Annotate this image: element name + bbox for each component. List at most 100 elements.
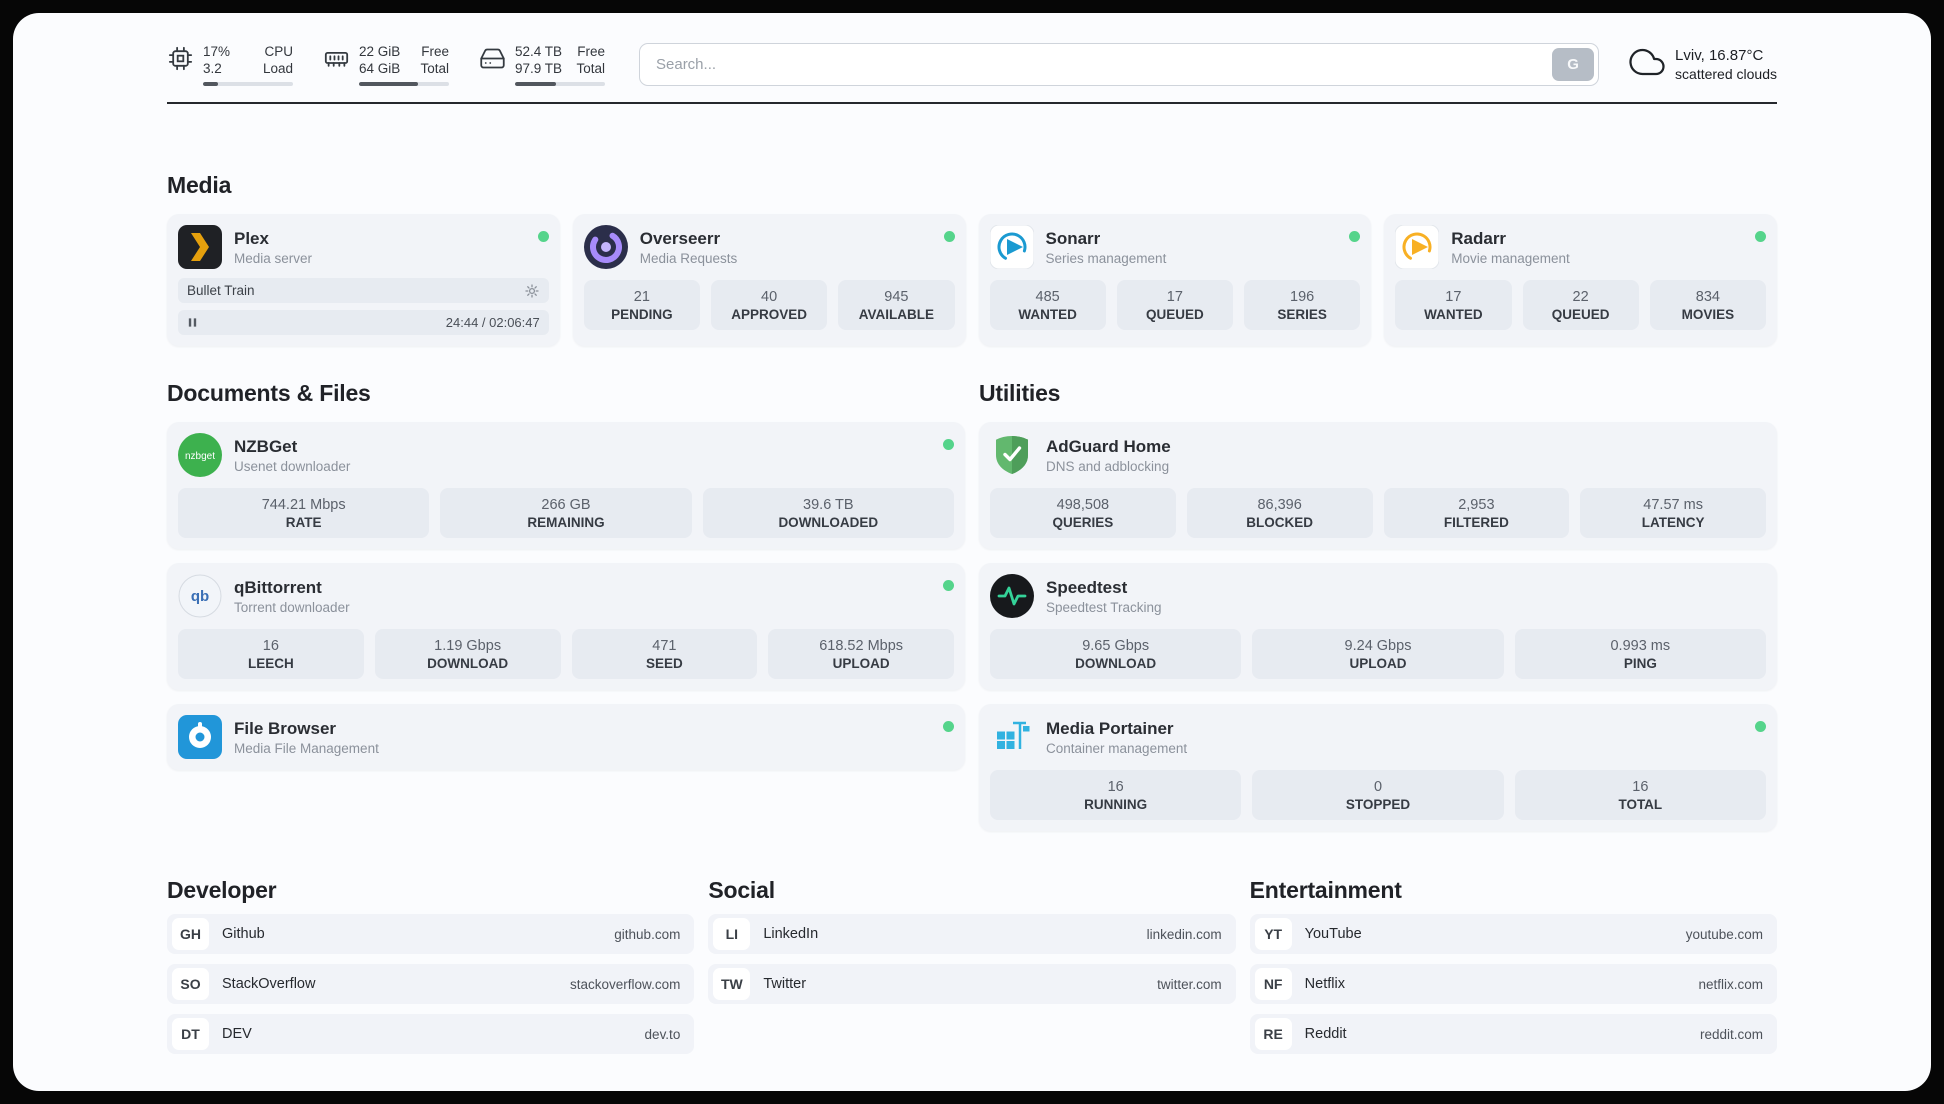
status-dot-online: [943, 231, 955, 242]
bookmark-badge: DT: [172, 1018, 209, 1050]
bookmark-url: stackoverflow.com: [570, 976, 681, 992]
portainer-card: Media Portainer Container management 16 R…: [979, 704, 1777, 831]
stat-label: PING: [1623, 655, 1657, 671]
stat-label: SERIES: [1277, 306, 1327, 322]
bookmark-url: twitter.com: [1157, 976, 1222, 992]
bookmark-netflix[interactable]: NF Netflix netflix.com: [1249, 964, 1777, 1004]
adguard-icon[interactable]: [990, 433, 1034, 477]
bookmark-badge: NF: [1254, 968, 1292, 1000]
disk-total-value: 97.9 TB: [515, 61, 563, 76]
app-title: Radarr: [1451, 228, 1507, 248]
bookmark-badge: TW: [713, 968, 751, 1000]
bookmark-url: reddit.com: [1699, 1026, 1763, 1042]
stat-label: QUEUED: [1551, 306, 1610, 322]
stat-box: 2,953 FILTERED: [1383, 488, 1570, 538]
svg-text:qb: qb: [191, 588, 209, 605]
disk-progress-track: [515, 82, 605, 86]
app-subtitle: Usenet downloader: [234, 458, 351, 474]
speedtest-card: Speedtest Speedtest Tracking 9.65 Gbps DO…: [979, 563, 1777, 690]
stat-value: 9.65 Gbps: [1082, 637, 1150, 654]
stat-box: 21 PENDING: [583, 280, 700, 330]
stat-box: 16 RUNNING: [990, 770, 1242, 820]
gear-icon[interactable]: [524, 283, 540, 299]
stat-label: DOWNLOAD: [1075, 655, 1157, 671]
app-title: Sonarr: [1045, 228, 1101, 248]
ram-widget: 22 GiB Free 64 GiB Total: [323, 43, 449, 86]
stat-box: 9.65 Gbps DOWNLOAD: [990, 629, 1242, 679]
stat-value: 47.57 ms: [1643, 496, 1703, 513]
app-title: Speedtest: [1046, 577, 1128, 597]
filebrowser-icon[interactable]: [178, 715, 222, 759]
nzbget-icon[interactable]: nzbget: [178, 433, 222, 477]
stat-box: 16 LEECH: [178, 629, 364, 679]
ram-total-label: Total: [420, 61, 449, 76]
stat-box: 0 STOPPED: [1252, 770, 1504, 820]
section-heading-media: Media: [167, 172, 232, 198]
disk-progress-fill: [515, 82, 557, 86]
cpu-widget: 17% CPU 3.2 Load: [167, 43, 293, 86]
search-input[interactable]: [639, 43, 1600, 86]
sonarr-card: Sonarr Series management 485 WANTED 17 QUE…: [978, 214, 1372, 346]
pause-icon[interactable]: [187, 317, 198, 328]
app-subtitle: Media Requests: [639, 250, 738, 266]
app-subtitle: Torrent downloader: [234, 599, 350, 615]
stat-box: 744.21 Mbps RATE: [178, 488, 430, 538]
search-engine-button[interactable]: G: [1552, 48, 1595, 81]
stat-box: 618.52 Mbps UPLOAD: [768, 629, 954, 679]
stat-box: 196 SERIES: [1244, 280, 1361, 330]
stat-box: 16 TOTAL: [1514, 770, 1766, 820]
bookmark-name: YouTube: [1304, 926, 1362, 942]
stat-box: 17 WANTED: [1395, 280, 1512, 330]
app-subtitle: Series management: [1045, 250, 1167, 266]
stat-label: STOPPED: [1345, 796, 1411, 812]
ram-progress-track: [359, 82, 449, 86]
bookmark-heading-social: Social: [708, 877, 775, 903]
weather-widget: Lviv, 16.87°C scattered clouds: [1629, 44, 1777, 85]
cpu-label: CPU: [264, 44, 293, 59]
stat-label: PENDING: [611, 306, 673, 322]
stat-box: 86,396 BLOCKED: [1186, 488, 1373, 538]
bookmark-name: Twitter: [763, 976, 807, 992]
radarr-icon[interactable]: [1395, 225, 1440, 269]
bookmark-twitter[interactable]: TW Twitter twitter.com: [708, 964, 1236, 1004]
stat-label: UPLOAD: [832, 655, 890, 671]
bookmark-stackoverflow[interactable]: SO StackOverflow stackoverflow.com: [167, 964, 695, 1004]
stat-label: WANTED: [1424, 306, 1483, 322]
stat-label: SEED: [645, 655, 683, 671]
bookmark-name: Reddit: [1304, 1026, 1347, 1042]
speedtest-icon[interactable]: [990, 574, 1034, 618]
qbittorrent-icon[interactable]: qb: [178, 574, 222, 618]
ram-total-value: 64 GiB: [359, 61, 401, 76]
disk-total-label: Total: [576, 61, 605, 76]
stat-box: 471 SEED: [571, 629, 758, 679]
sonarr-icon[interactable]: [989, 225, 1034, 269]
bookmark-github[interactable]: GH Github github.com: [167, 914, 695, 954]
stat-label: LATENCY: [1641, 514, 1705, 530]
section-media: Media Plex Media server Bullet: [167, 172, 1777, 346]
stat-box: 22 QUEUED: [1522, 280, 1639, 330]
stat-box: 17 QUEUED: [1116, 280, 1233, 330]
ram-progress-fill: [359, 82, 419, 86]
overseerr-icon[interactable]: [583, 225, 628, 269]
stat-label: AVAILABLE: [858, 306, 934, 322]
bookmark-url: github.com: [614, 926, 681, 942]
bookmark-name: Netflix: [1304, 976, 1345, 992]
stat-value: 16: [1632, 778, 1649, 795]
bookmark-youtube[interactable]: YT YouTube youtube.com: [1249, 914, 1777, 954]
portainer-icon[interactable]: [990, 715, 1034, 759]
stat-label: DOWNLOAD: [427, 655, 509, 671]
stat-box: 47.57 ms LATENCY: [1580, 488, 1766, 538]
bookmark-linkedin[interactable]: LI LinkedIn linkedin.com: [708, 914, 1236, 954]
stat-value: 0.993 ms: [1610, 637, 1671, 654]
stat-value: 22: [1572, 288, 1589, 305]
plex-card: Plex Media server Bullet Train: [167, 214, 560, 346]
svg-text:nzbget: nzbget: [185, 451, 215, 462]
cpu-icon: [167, 45, 194, 77]
plex-icon[interactable]: [178, 225, 222, 269]
dashboard: 17% CPU 3.2 Load 22 GiB Free 64 GiB Total: [13, 13, 1931, 1091]
stat-box: 40 APPROVED: [711, 280, 828, 330]
stat-value: 40: [761, 288, 778, 305]
topbar-divider: [167, 102, 1777, 104]
bookmark-reddit[interactable]: RE Reddit reddit.com: [1249, 1014, 1777, 1054]
bookmark-dev[interactable]: DT DEV dev.to: [167, 1014, 695, 1054]
